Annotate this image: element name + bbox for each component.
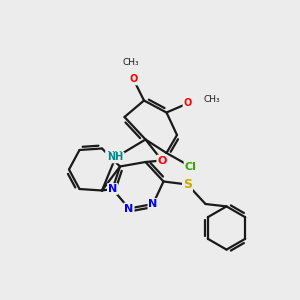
Text: N: N [108,184,117,194]
Text: NH: NH [107,152,124,163]
Text: O: O [129,74,138,85]
Text: CH₃: CH₃ [204,94,220,103]
Text: S: S [183,178,192,191]
Text: N: N [124,203,134,214]
Text: O: O [157,155,167,166]
Text: Cl: Cl [184,161,196,172]
Text: O: O [183,98,192,109]
Text: CH₃: CH₃ [122,58,139,67]
Text: NH: NH [106,151,122,161]
Text: N: N [148,199,158,209]
